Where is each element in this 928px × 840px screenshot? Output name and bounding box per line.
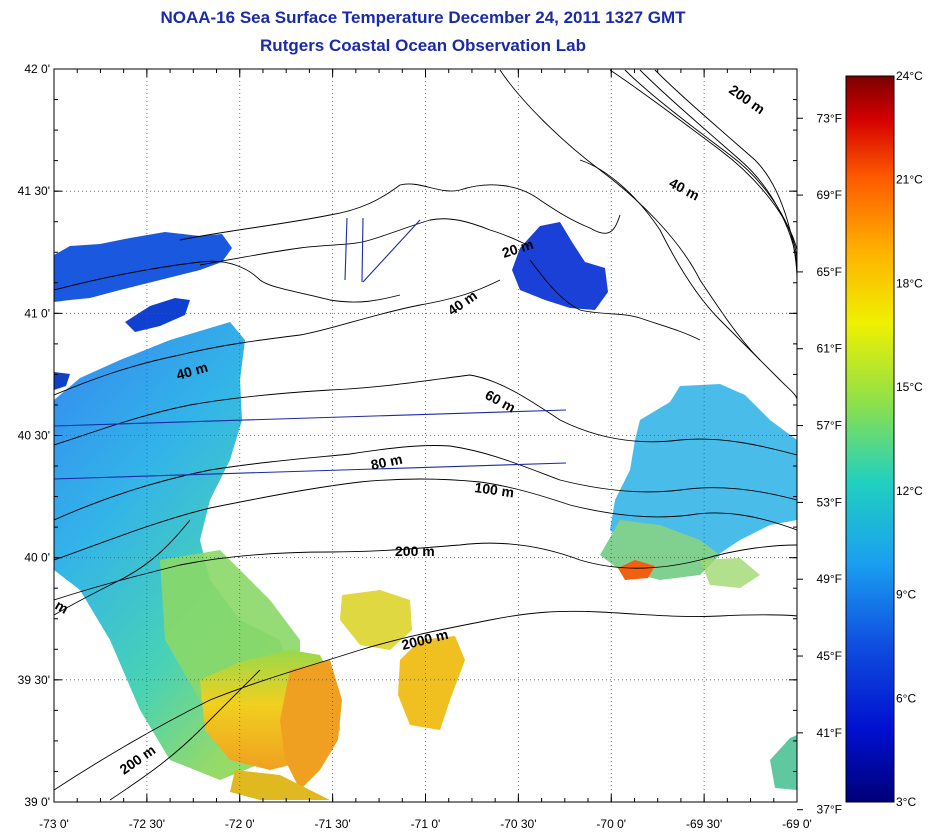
- contour-2000m: [54, 610, 797, 791]
- fahrenheit-tick-label: 41°F: [817, 726, 842, 740]
- fahrenheit-tick-label: 53°F: [817, 495, 842, 509]
- sst-patch-left-edge: [54, 372, 70, 390]
- colorbar-tick-label: 24°C: [896, 69, 923, 83]
- longitude-labels: -73 0' -72 30' -72 0' -71 30' -71 0' -70 30' -…: [39, 817, 812, 831]
- lon-tick-label: -72 30': [129, 817, 165, 831]
- coastline-connecticut: [199, 218, 531, 266]
- contour-label: 40 m: [667, 175, 703, 204]
- lon-tick-label: -71 0': [411, 817, 441, 831]
- fahrenheit-tick-label: 73°F: [817, 111, 842, 125]
- ship-track-upper: [53, 409, 567, 427]
- sst-patch-sound: [512, 222, 608, 310]
- sst-patch-east: [610, 384, 797, 570]
- sst-patch-corner: [770, 735, 797, 790]
- lon-tick-label: -69 0': [782, 817, 812, 831]
- bathymetry-contours: [54, 69, 797, 801]
- sst-patch-east-small: [700, 558, 760, 588]
- sst-patch-warm-2: [280, 660, 342, 790]
- lat-tick-label: 39 0': [24, 795, 50, 809]
- sst-patch-east-hot: [618, 560, 655, 580]
- contour-nested-3: [654, 69, 797, 281]
- lon-tick-label: -71 30': [314, 817, 350, 831]
- lat-tick-label: 41 0': [24, 306, 50, 320]
- fahrenheit-tick-label: 37°F: [817, 803, 842, 817]
- lat-tick-label: 42 0': [24, 62, 50, 76]
- colorbar-tick-label: 3°C: [896, 795, 916, 809]
- sst-patch-warm-4: [398, 636, 465, 730]
- contour-40m-north: [499, 69, 761, 361]
- contour-nested-1: [624, 69, 797, 261]
- lat-tick-label: 40 0': [24, 551, 50, 565]
- colorbar-tick-label: 6°C: [896, 691, 916, 705]
- sst-patch-warm-5: [230, 770, 330, 800]
- lon-tick-label: -69 30': [686, 817, 722, 831]
- fahrenheit-tick-label: 45°F: [817, 649, 842, 663]
- ship-track-narragansett-3: [362, 219, 421, 283]
- ship-track-narragansett-1: [344, 217, 348, 281]
- graticule: [53, 68, 803, 811]
- contour-label: 80 m: [369, 451, 404, 473]
- fahrenheit-tick-label: 65°F: [817, 265, 842, 279]
- contour-200m-southwest: [109, 669, 261, 801]
- lat-tick-label: 39 30': [18, 673, 50, 687]
- fahrenheit-tick-label: 57°F: [817, 419, 842, 433]
- contour-label: 200 m: [726, 81, 768, 117]
- coastline-long-island: [54, 260, 401, 303]
- contour-100m: [54, 478, 797, 561]
- lon-tick-label: -70 0': [596, 817, 626, 831]
- sst-patch-warm-3: [340, 590, 412, 650]
- contour-40m-shelf: [54, 279, 501, 396]
- colorbar: [845, 75, 895, 803]
- sst-patch-long-island: [54, 232, 232, 302]
- lat-tick-label: 41 30': [18, 184, 50, 198]
- contour-nested-2: [639, 69, 797, 271]
- colorbar-labels: 24°C 21°C 18°C 15°C 12°C 9°C 6°C 3°C: [896, 69, 923, 809]
- map-title: NOAA-16 Sea Surface Temperature December…: [160, 8, 686, 27]
- lon-tick-label: -70 30': [500, 817, 536, 831]
- colorbar-tick-label: 9°C: [896, 588, 916, 602]
- contour-200m-northeast: [609, 69, 797, 251]
- sst-patch-inlet: [125, 298, 190, 332]
- lon-tick-label: -73 0': [39, 817, 69, 831]
- colorbar-tick-label: 18°C: [896, 276, 923, 290]
- ship-track-lower: [53, 462, 567, 480]
- contour-label: 40 m: [445, 287, 480, 318]
- contour-80m: [54, 445, 797, 521]
- contour-200m: [54, 542, 797, 601]
- map-subtitle: Rutgers Coastal Ocean Observation Lab: [260, 36, 586, 55]
- contour-label: 100 m: [474, 479, 516, 500]
- fahrenheit-labels: 73°F 69°F 65°F 61°F 57°F 53°F 49°F 45°F 41°F 37°F: [817, 111, 842, 816]
- lat-tick-label: 40 30': [18, 429, 50, 443]
- colorbar-tick-label: 21°C: [896, 173, 923, 187]
- ship-track-narragansett-2: [361, 217, 364, 283]
- contour-label: 200 m: [395, 543, 435, 559]
- fahrenheit-tick-label: 61°F: [817, 342, 842, 356]
- colorbar-tick-label: 15°C: [896, 380, 923, 394]
- sst-data-layer: [54, 222, 797, 800]
- fahrenheit-tick-label: 69°F: [817, 188, 842, 202]
- latitude-labels: 42 0' 41 30' 41 0' 40 30' 40 0' 39 30' 39 0': [18, 62, 50, 809]
- contour-inner-west: [54, 519, 191, 616]
- ship-tracks: [53, 217, 567, 480]
- lon-tick-label: -72 0': [225, 817, 255, 831]
- colorbar-tick-label: 12°C: [896, 484, 923, 498]
- fahrenheit-tick-label: 49°F: [817, 572, 842, 586]
- contour-60m: [54, 374, 797, 456]
